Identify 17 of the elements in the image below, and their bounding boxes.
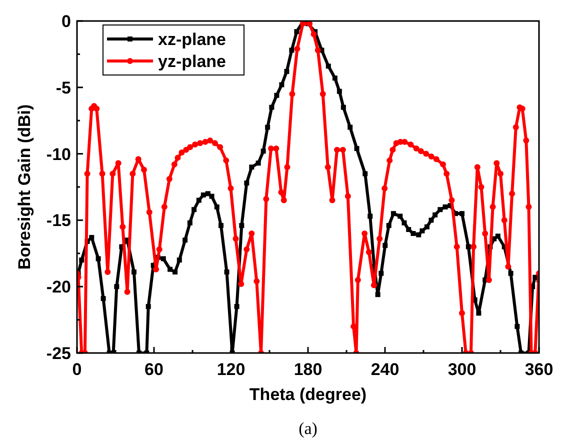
x-tick-label: 120 [216,360,246,379]
x-tick-label: 300 [448,360,476,379]
y-axis-title: Boresight Gain (dBi) [15,104,34,270]
y-tick-label: -20 [46,278,71,297]
y-tick-label: -10 [46,144,71,164]
x-tick-label: 240 [370,360,400,379]
x-tick-label: 60 [144,360,164,379]
x-tick-label: 180 [294,360,322,379]
legend-label: yz-plane [158,52,226,71]
x-axis-title: Theta (degree) [249,385,367,404]
y-tick-label: -25 [46,344,71,363]
y-tick-label: 0 [62,12,71,31]
y-tick-label: -5 [56,78,71,98]
legend-label: xz-plane [158,30,226,49]
y-tick-label: -15 [46,211,71,230]
text: (a) [298,419,318,438]
x-tick-label: 360 [524,360,554,379]
